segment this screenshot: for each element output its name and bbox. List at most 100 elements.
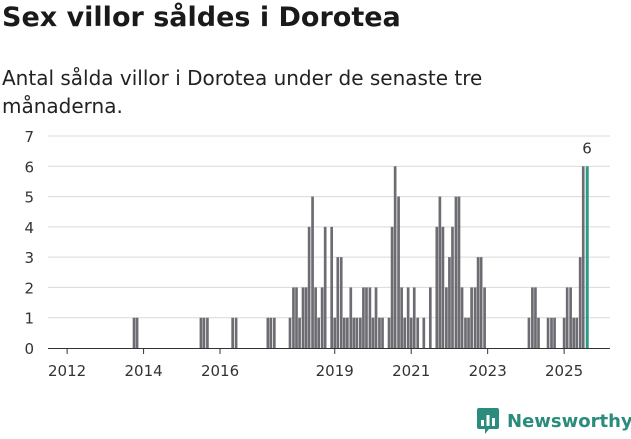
bar [569, 287, 572, 348]
bar [342, 317, 346, 348]
gridlines [48, 135, 610, 319]
annotations: 6 [582, 139, 592, 157]
bar [135, 317, 139, 348]
bar [336, 257, 340, 348]
bar [428, 287, 432, 348]
bar [464, 317, 467, 348]
x-axis-ticks: 2012 2014 2016 2019 2021 2023 2025 [48, 348, 583, 380]
bar [412, 287, 416, 348]
bars [132, 166, 589, 348]
bar [320, 287, 324, 348]
bar [575, 317, 579, 348]
y-tick-label: 6 [24, 158, 34, 176]
bar [330, 226, 334, 348]
bar [467, 317, 470, 348]
bar [292, 287, 295, 348]
bar [304, 287, 308, 348]
y-tick-label: 7 [24, 128, 34, 146]
bar [534, 287, 537, 348]
bar [537, 317, 540, 348]
bar [441, 226, 445, 348]
bar [416, 317, 420, 348]
bar [355, 317, 359, 348]
bar [572, 317, 576, 348]
x-tick-label: 2012 [48, 362, 86, 380]
x-tick-label: 2016 [201, 362, 239, 380]
bar [409, 317, 413, 348]
bar [202, 317, 206, 348]
bar [390, 226, 394, 348]
bar [307, 226, 311, 348]
bar [448, 257, 451, 348]
bar [527, 317, 531, 348]
bar [476, 257, 480, 348]
y-tick-label: 3 [24, 249, 34, 267]
bar [368, 287, 372, 348]
bar [422, 317, 426, 348]
bar [314, 287, 317, 348]
bar [546, 317, 550, 348]
bar [349, 287, 353, 348]
bar [132, 317, 136, 348]
bar [269, 317, 273, 348]
bar [397, 196, 400, 348]
bar [435, 226, 439, 348]
bar [317, 317, 321, 348]
bar [454, 196, 458, 348]
bar [406, 287, 410, 348]
bar [323, 226, 327, 348]
bar [473, 287, 477, 348]
bar [362, 287, 365, 348]
bar [206, 317, 209, 348]
bar [387, 317, 391, 348]
y-axis-ticks: 0 1 2 3 4 5 6 7 [24, 128, 34, 358]
bar [438, 196, 442, 348]
bar [451, 226, 454, 348]
brand-logo: Newsworthy [476, 407, 631, 435]
y-tick-label: 4 [24, 219, 34, 237]
bar [333, 317, 337, 348]
bar [266, 317, 270, 348]
bar [295, 287, 298, 348]
bar [550, 317, 553, 348]
bar [581, 166, 585, 348]
x-tick-label: 2021 [392, 362, 430, 380]
bar [553, 317, 556, 348]
bar [381, 317, 384, 348]
bar [457, 196, 461, 348]
bar [393, 166, 397, 348]
bar [374, 287, 378, 348]
x-tick-label: 2025 [545, 362, 583, 380]
bar [483, 287, 486, 348]
bar-chart: 0 1 2 3 4 5 6 7 2012 2014 2016 2019 2021 2023 2025 6 [24, 128, 610, 380]
brand-name: Newsworthy [507, 410, 631, 432]
bar [231, 317, 234, 348]
bar [562, 317, 566, 348]
bar [298, 317, 301, 348]
chart-title: Sex villor såldes i Dorotea [2, 2, 401, 33]
bar [371, 317, 375, 348]
bar-chart-icon [477, 408, 499, 434]
bar [565, 287, 569, 348]
y-tick-label: 1 [24, 310, 34, 328]
bar [346, 317, 349, 348]
bar [403, 317, 407, 348]
x-tick-label: 2023 [469, 362, 507, 380]
bar [199, 317, 203, 348]
bar [288, 317, 292, 348]
y-tick-label: 5 [24, 189, 34, 207]
bar [585, 166, 589, 348]
bar [460, 287, 464, 348]
bar [234, 317, 238, 348]
x-tick-label: 2014 [124, 362, 162, 380]
y-tick-label: 2 [24, 279, 34, 297]
bar [352, 317, 356, 348]
data-label: 6 [582, 139, 592, 157]
bar [445, 287, 448, 348]
bar [531, 287, 534, 348]
chart-subtitle: Antal sålda villor i Dorotea under de se… [2, 66, 483, 118]
bar [479, 257, 483, 348]
bar [359, 317, 362, 348]
bar [365, 287, 368, 348]
bar [272, 317, 276, 348]
